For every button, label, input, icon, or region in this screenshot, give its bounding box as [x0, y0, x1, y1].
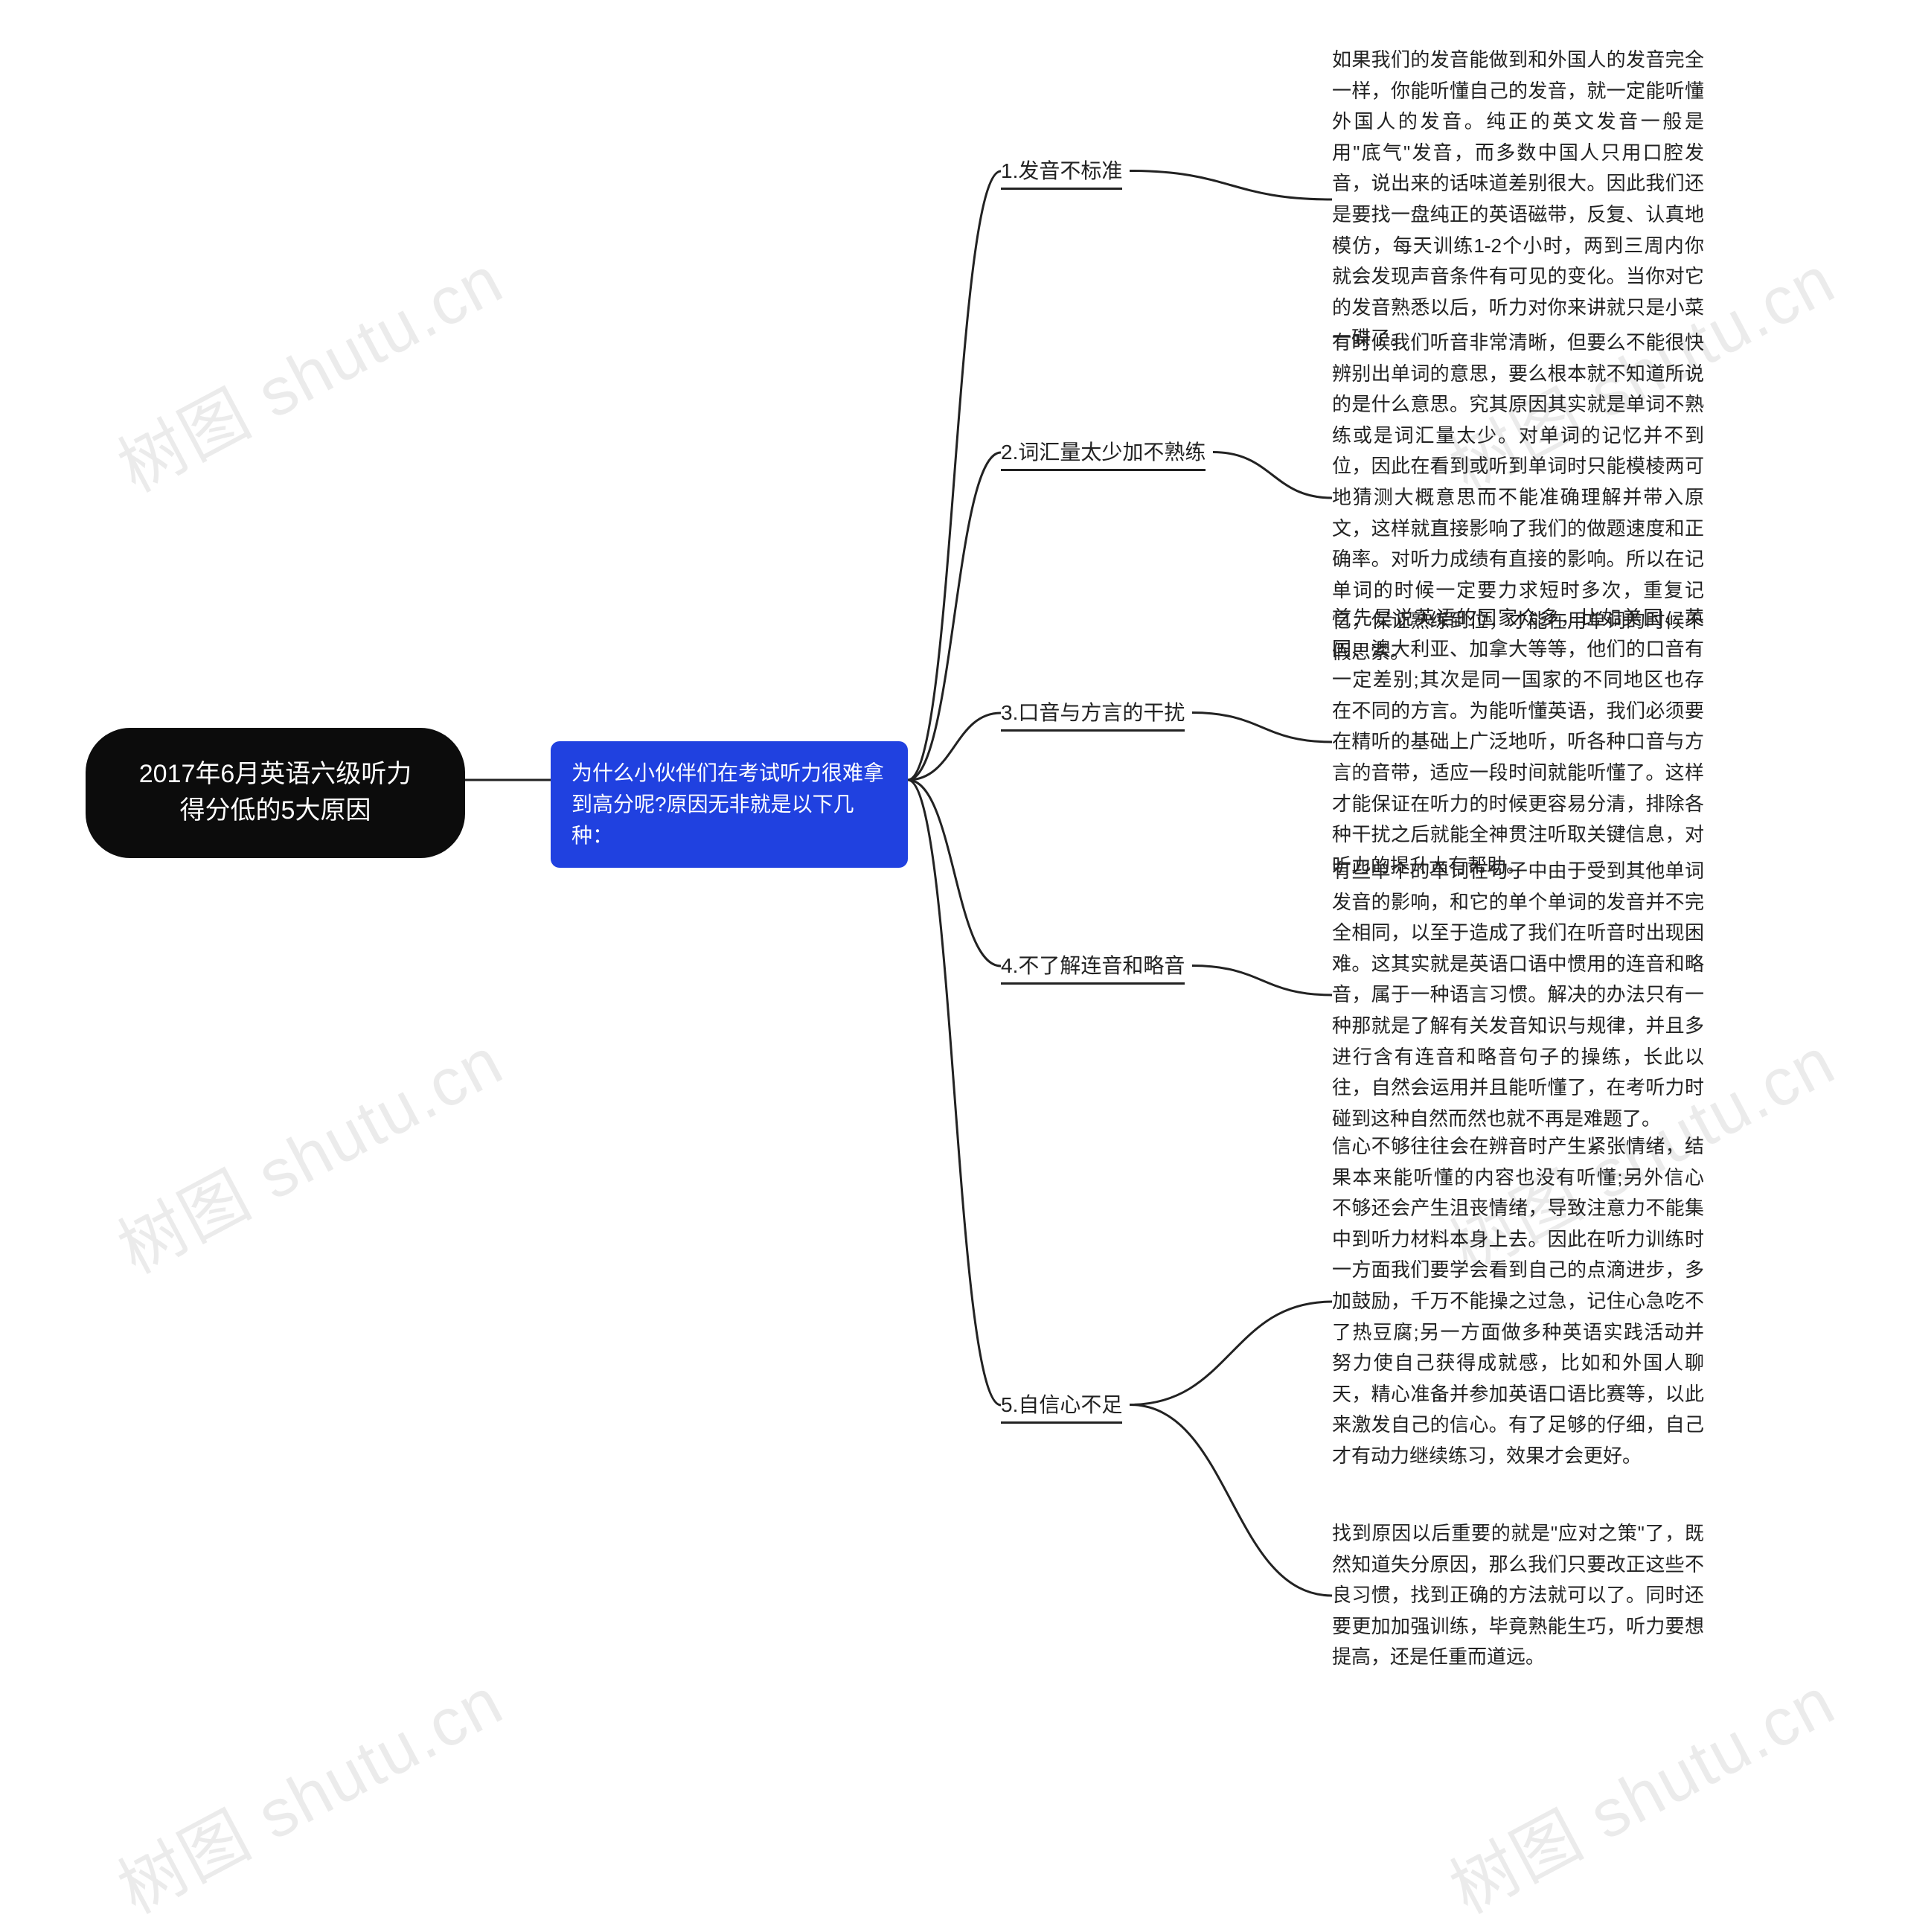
level3-label: 3.口音与方言的干扰	[1001, 701, 1185, 724]
level2-label: 为什么小伙伴们在考试听力很难拿到高分呢?原因无非就是以下几种：	[572, 761, 884, 847]
level3-underline	[1001, 729, 1185, 732]
root-label: 2017年6月英语六级听力得分低的5大原因	[139, 760, 412, 825]
detail-node: 首先是说英语的国家众多，比如美国、英国、澳大利亚、加拿大等等，他们的口音有一定差…	[1332, 603, 1704, 881]
detail-node: 有些单个的单词在句子中由于受到其他单词发音的影响，和它的单个单词的发音并不完全相…	[1332, 856, 1704, 1134]
level2-node: 为什么小伙伴们在考试听力很难拿到高分呢?原因无非就是以下几种：	[551, 741, 908, 868]
level3-node: 5.自信心不足	[1001, 1390, 1122, 1419]
detail-node: 如果我们的发音能做到和外国人的发音完全一样，你能听懂自己的发音，就一定能听懂外国…	[1332, 45, 1704, 354]
watermark: 树图 shutu.cn	[1431, 1648, 1849, 1931]
level3-node: 3.口音与方言的干扰	[1001, 698, 1185, 727]
level3-node: 1.发音不标准	[1001, 156, 1122, 185]
detail-node: 找到原因以后重要的就是"应对之策"了，既然知道失分原因，那么我们只要改正这些不良…	[1332, 1518, 1704, 1673]
level3-label: 2.词汇量太少加不熟练	[1001, 441, 1206, 464]
root-node: 2017年6月英语六级听力得分低的5大原因	[86, 728, 465, 858]
level3-underline	[1001, 188, 1122, 190]
watermark: 树图 shutu.cn	[99, 1648, 517, 1931]
level3-label: 5.自信心不足	[1001, 1393, 1122, 1416]
mindmap-canvas: 树图 shutu.cn树图 shutu.cn树图 shutu.cn树图 shut…	[0, 0, 1905, 1836]
level3-label: 4.不了解连音和略音	[1001, 954, 1185, 977]
level3-label: 1.发音不标准	[1001, 159, 1122, 182]
watermark: 树图 shutu.cn	[99, 1008, 517, 1291]
level3-underline	[1001, 469, 1206, 471]
watermark: 树图 shutu.cn	[99, 226, 517, 510]
level3-node: 4.不了解连音和略音	[1001, 951, 1185, 980]
level3-underline	[1001, 1421, 1122, 1424]
level3-underline	[1001, 982, 1185, 985]
level3-node: 2.词汇量太少加不熟练	[1001, 438, 1206, 467]
detail-node: 信心不够往往会在辨音时产生紧张情绪，结果本来能听懂的内容也没有听懂;另外信心不够…	[1332, 1131, 1704, 1472]
